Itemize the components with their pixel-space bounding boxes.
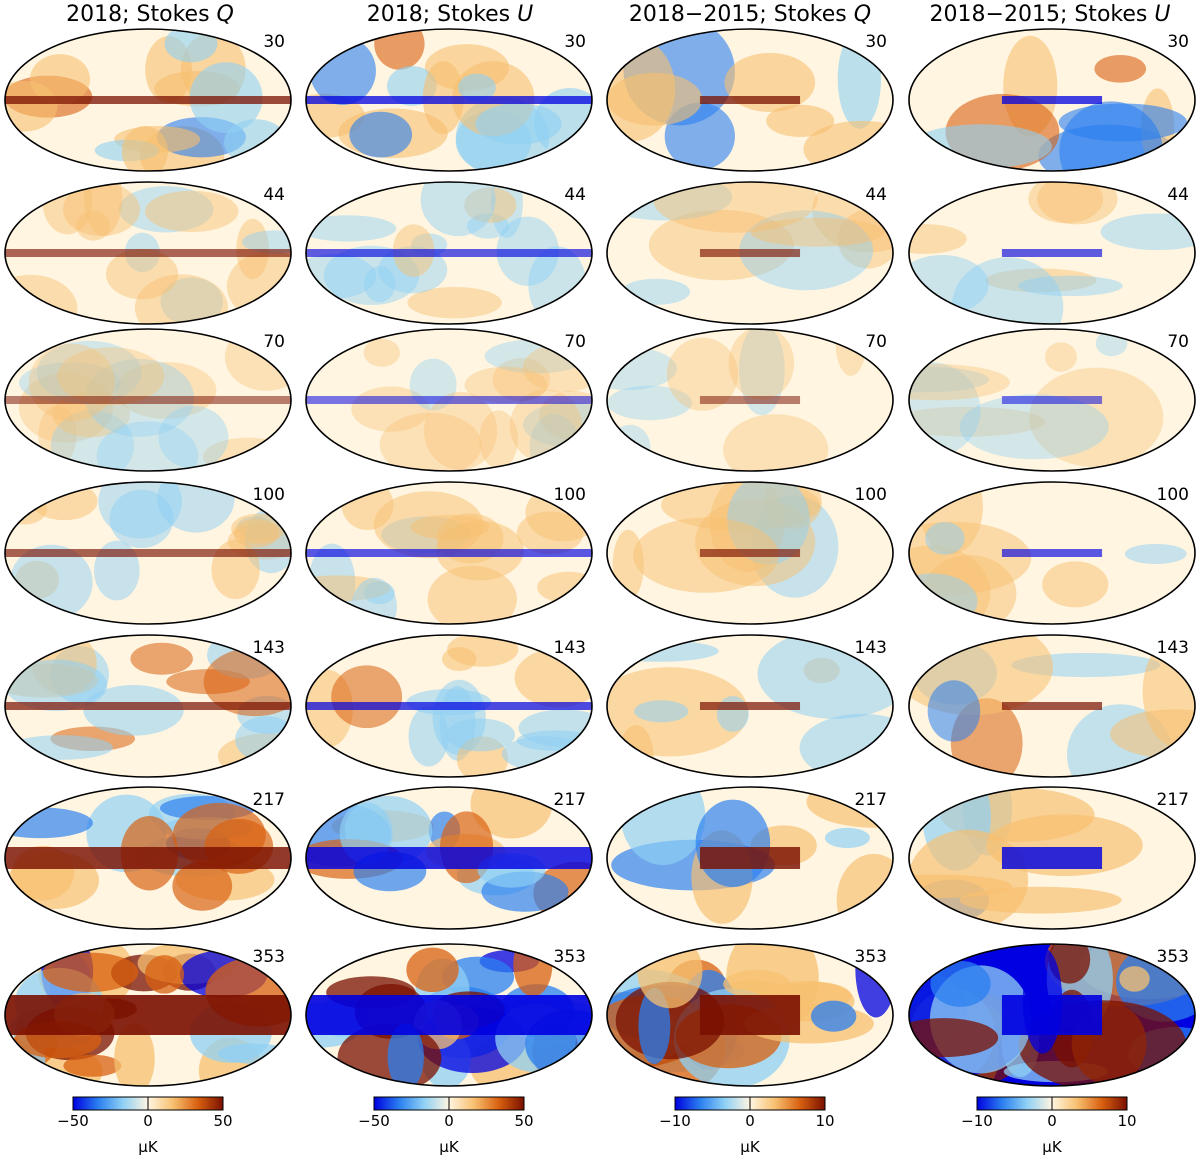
map-panel: 143 [305, 634, 593, 778]
frequency-label: 353 [1157, 947, 1189, 967]
map-panel: 353 [4, 943, 292, 1087]
colorbar-unit: μK [439, 1138, 459, 1156]
colorbar-unit: μK [138, 1138, 158, 1156]
map-panel: 217 [305, 786, 593, 930]
frequency-label: 30 [564, 32, 586, 52]
map-panel: 217 [908, 786, 1196, 930]
colorbar-tick-label: −50 [358, 1112, 390, 1130]
frequency-label: 44 [1167, 185, 1189, 205]
colorbar [976, 1096, 1128, 1111]
colorbar-tick-label: 50 [213, 1112, 233, 1130]
frequency-label: 100 [554, 485, 586, 505]
map-panel: 100 [908, 481, 1196, 625]
map-panel: 217 [4, 786, 292, 930]
colorbar [674, 1096, 826, 1111]
frequency-label: 143 [1157, 638, 1189, 658]
frequency-label: 30 [1167, 32, 1189, 52]
colorbar-tick-label: −10 [961, 1112, 993, 1130]
colorbar [72, 1096, 224, 1111]
map-panel: 44 [606, 181, 894, 325]
frequency-label: 44 [865, 185, 887, 205]
frequency-label: 353 [554, 947, 586, 967]
map-panel: 353 [305, 943, 593, 1087]
frequency-label: 100 [855, 485, 887, 505]
frequency-label: 100 [253, 485, 285, 505]
map-panel: 100 [4, 481, 292, 625]
frequency-label: 70 [564, 332, 586, 352]
map-panel: 30 [4, 28, 292, 172]
frequency-label: 30 [263, 32, 285, 52]
colorbar-tick-label: 50 [514, 1112, 534, 1130]
map-panel: 143 [4, 634, 292, 778]
map-panel: 70 [305, 328, 593, 472]
colorbar-tick-label: −10 [659, 1112, 691, 1130]
colorbar-tick-label: 10 [815, 1112, 835, 1130]
frequency-label: 143 [554, 638, 586, 658]
frequency-label: 217 [554, 790, 586, 810]
frequency-label: 70 [1167, 332, 1189, 352]
colorbar-tick-label: −50 [57, 1112, 89, 1130]
frequency-label: 143 [855, 638, 887, 658]
map-panel: 30 [908, 28, 1196, 172]
map-panel: 353 [908, 943, 1196, 1087]
frequency-label: 143 [253, 638, 285, 658]
column-title-1: 2018; Stokes Q [66, 2, 234, 27]
frequency-label: 217 [1157, 790, 1189, 810]
frequency-label: 70 [263, 332, 285, 352]
map-panel: 143 [908, 634, 1196, 778]
frequency-label: 70 [865, 332, 887, 352]
map-panel: 70 [908, 328, 1196, 472]
map-panel: 100 [606, 481, 894, 625]
colorbar-tick-label: 0 [444, 1112, 454, 1130]
colorbar-tick-label: 10 [1117, 1112, 1137, 1130]
frequency-label: 100 [1157, 485, 1189, 505]
map-panel: 44 [305, 181, 593, 325]
column-title-4: 2018−2015; Stokes U [929, 2, 1171, 27]
map-panel: 70 [4, 328, 292, 472]
colorbar [373, 1096, 525, 1111]
frequency-label: 217 [253, 790, 285, 810]
map-panel: 100 [305, 481, 593, 625]
map-panel: 353 [606, 943, 894, 1087]
frequency-label: 44 [564, 185, 586, 205]
map-panel: 143 [606, 634, 894, 778]
frequency-label: 353 [855, 947, 887, 967]
colorbar-unit: μK [740, 1138, 760, 1156]
map-panel: 44 [908, 181, 1196, 325]
frequency-label: 217 [855, 790, 887, 810]
frequency-label: 30 [865, 32, 887, 52]
map-panel: 30 [305, 28, 593, 172]
map-panel: 70 [606, 328, 894, 472]
map-panel: 30 [606, 28, 894, 172]
colorbar-tick-label: 0 [1047, 1112, 1057, 1130]
column-title-3: 2018−2015; Stokes Q [628, 2, 872, 27]
colorbar-unit: μK [1042, 1138, 1062, 1156]
colorbar-tick-label: 0 [745, 1112, 755, 1130]
map-panel: 44 [4, 181, 292, 325]
frequency-label: 353 [253, 947, 285, 967]
column-title-2: 2018; Stokes U [366, 2, 534, 27]
frequency-label: 44 [263, 185, 285, 205]
map-panel: 217 [606, 786, 894, 930]
colorbar-tick-label: 0 [143, 1112, 153, 1130]
